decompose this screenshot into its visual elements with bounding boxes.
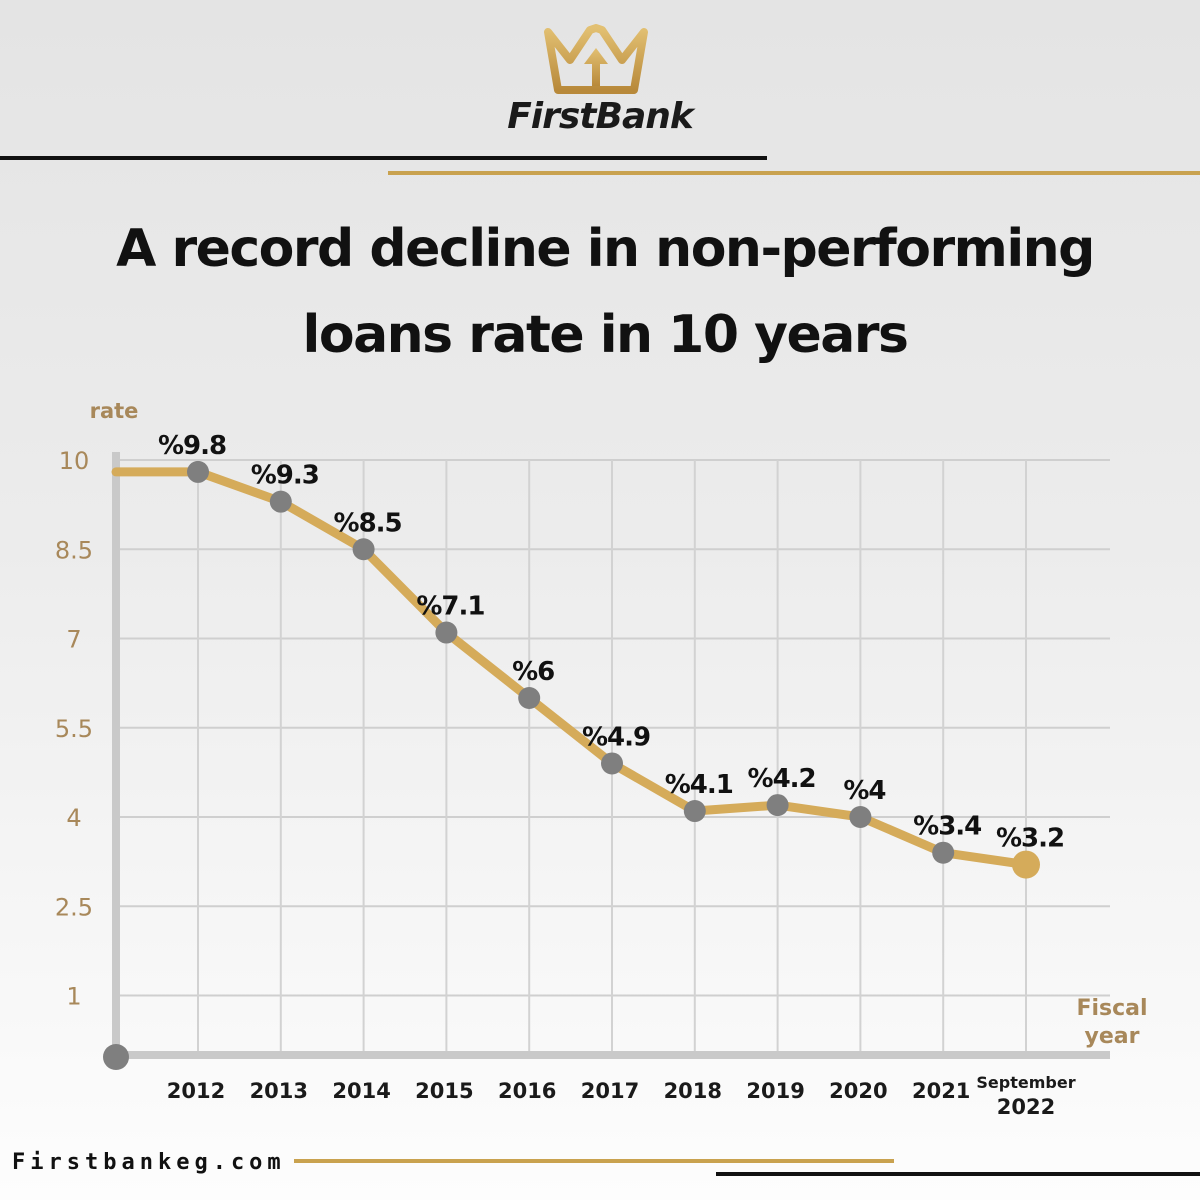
data-label: %4.9 bbox=[582, 722, 650, 752]
data-point bbox=[269, 490, 292, 513]
data-point bbox=[1012, 850, 1040, 879]
data-label: %6 bbox=[512, 657, 554, 687]
x-tick-label: 2021 bbox=[912, 1079, 970, 1103]
data-label: %8.5 bbox=[334, 508, 402, 538]
x-tick-label: 2019 bbox=[746, 1079, 804, 1103]
data-label: %3.2 bbox=[996, 824, 1064, 854]
line-chart: 10 8.5 7 5.5 4 2.5 1 rate Fiscal year 2012 2013 2014… bbox=[55, 399, 1148, 1119]
brand-name: FirstBank bbox=[507, 96, 694, 137]
series-line bbox=[111, 467, 1031, 870]
y-tick-label: 4 bbox=[66, 804, 81, 832]
x-tick-label: 2020 bbox=[829, 1079, 887, 1103]
title-line-2: loans rate in 10 years bbox=[302, 305, 909, 365]
x-tick-label: 2017 bbox=[581, 1079, 639, 1103]
data-label: %4.1 bbox=[665, 770, 733, 800]
logo: FirstBank bbox=[0, 0, 1200, 150]
x-axis-title: Fiscal bbox=[1076, 996, 1147, 1021]
data-point bbox=[766, 794, 789, 817]
data-point bbox=[601, 752, 623, 775]
title-line-1: A record decline in non-performing bbox=[116, 219, 1095, 279]
top-divider-gold bbox=[388, 171, 1200, 175]
bottom-divider-gold bbox=[294, 1159, 894, 1163]
data-label: %4.2 bbox=[748, 764, 816, 794]
website-text[interactable]: Firstbankeg.com bbox=[12, 1150, 286, 1175]
x-tick-label: 2015 bbox=[415, 1079, 473, 1103]
x-tick-label: 2014 bbox=[332, 1079, 390, 1103]
y-tick-label: 10 bbox=[59, 447, 90, 475]
data-label: %9.8 bbox=[158, 431, 226, 461]
data-label: %7.1 bbox=[416, 592, 484, 622]
data-point bbox=[932, 841, 955, 864]
data-point bbox=[849, 806, 872, 828]
x-tick-label: 2022 bbox=[997, 1095, 1055, 1119]
y-tick-label: 8.5 bbox=[55, 536, 93, 564]
y-tick-label: 5.5 bbox=[55, 715, 93, 743]
x-tick-label: 2016 bbox=[498, 1079, 556, 1103]
data-label: %9.3 bbox=[251, 461, 319, 491]
top-divider-black bbox=[0, 156, 767, 160]
x-tick-label: 2013 bbox=[250, 1079, 308, 1103]
y-axis-title: rate bbox=[90, 399, 139, 423]
data-point bbox=[683, 800, 706, 823]
x-tick-label: 2018 bbox=[664, 1079, 722, 1103]
data-point bbox=[187, 460, 209, 483]
data-label: %3.4 bbox=[913, 812, 981, 842]
crown-icon bbox=[544, 24, 648, 94]
data-point bbox=[435, 621, 458, 644]
x-tick-label: September bbox=[976, 1073, 1075, 1092]
origin-dot bbox=[103, 1044, 129, 1070]
y-tick-label: 1 bbox=[66, 983, 81, 1011]
y-tick-label: 2.5 bbox=[55, 893, 93, 921]
data-point bbox=[518, 687, 541, 709]
x-axis-title: year bbox=[1085, 1024, 1140, 1049]
bottom-divider-black bbox=[716, 1172, 1200, 1176]
page-title: A record decline in non-performing loans… bbox=[80, 206, 1130, 378]
y-tick-label: 7 bbox=[66, 626, 81, 654]
x-tick-label: 2012 bbox=[167, 1079, 225, 1103]
data-point bbox=[352, 538, 375, 561]
data-label: %4 bbox=[843, 776, 885, 806]
